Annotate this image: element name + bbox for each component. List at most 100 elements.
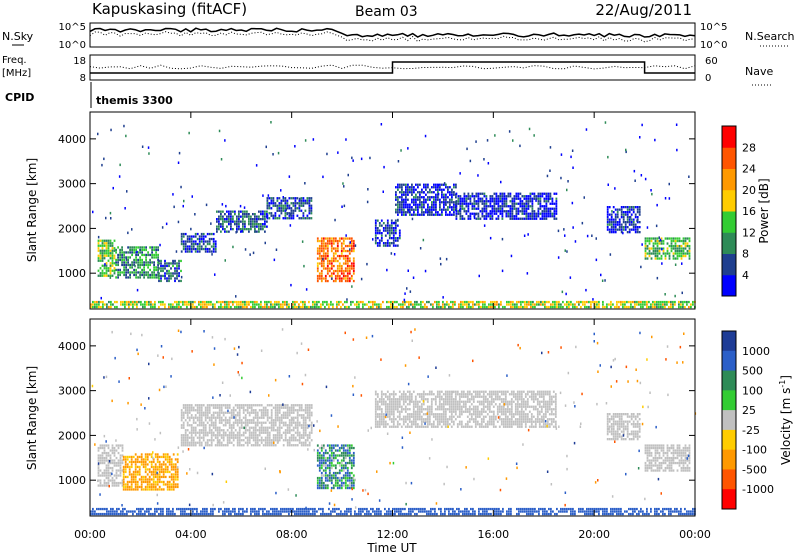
data-cell [158, 485, 161, 489]
data-cell [310, 426, 313, 429]
data-cell [164, 262, 166, 265]
data-cell [123, 268, 125, 272]
data-cell [346, 249, 349, 253]
data-cell [414, 413, 417, 416]
data-cell [467, 205, 470, 208]
data-cell [198, 414, 201, 417]
data-cell [184, 232, 187, 236]
data-cell [382, 400, 385, 403]
noise-point [508, 130, 511, 133]
data-cell [433, 191, 435, 194]
data-cell [242, 411, 245, 414]
data-cell [264, 225, 266, 228]
data-cell [484, 303, 486, 306]
data-cell [244, 421, 247, 424]
data-cell [340, 444, 343, 447]
data-cell [517, 212, 520, 215]
data-cell [132, 455, 135, 459]
noise-point [210, 222, 212, 225]
data-cell [334, 479, 337, 482]
data-cell [388, 398, 391, 401]
data-cell [350, 267, 353, 270]
noise-point [625, 148, 627, 152]
data-cell [519, 200, 522, 203]
data-cell [397, 206, 399, 209]
data-cell [539, 195, 542, 198]
data-cell [378, 400, 381, 403]
data-cell [480, 305, 482, 309]
data-cell [352, 461, 355, 465]
noise-point [294, 145, 296, 148]
data-cell [380, 232, 383, 235]
data-cell [131, 263, 133, 267]
noise-point [349, 248, 351, 251]
data-cell [495, 197, 498, 200]
data-cell [384, 408, 387, 411]
data-cell [104, 303, 106, 306]
noise-point [298, 197, 301, 201]
data-cell [549, 210, 552, 213]
data-cell [232, 303, 234, 306]
data-cell [396, 398, 399, 401]
data-cell [117, 444, 120, 447]
data-cell [539, 200, 542, 203]
data-cell [410, 395, 413, 398]
data-cell [202, 235, 205, 238]
data-cell [410, 398, 413, 401]
data-cell [134, 473, 137, 476]
data-cell [686, 300, 688, 304]
data-cell [320, 481, 323, 485]
data-cell [628, 228, 631, 231]
data-cell [523, 205, 526, 208]
data-cell [424, 425, 427, 428]
data-cell [154, 305, 156, 309]
data-cell [154, 485, 157, 489]
data-cell [192, 426, 195, 429]
data-cell [216, 436, 219, 439]
data-cell [340, 277, 343, 280]
data-cell [196, 404, 199, 407]
data-cell [216, 444, 219, 447]
data-cell [401, 193, 403, 196]
data-cell [634, 213, 637, 216]
data-cell [138, 478, 141, 481]
data-cell [388, 393, 391, 396]
data-cell [421, 208, 423, 211]
data-cell [153, 276, 155, 279]
data-cell [525, 207, 528, 210]
data-cell [296, 431, 299, 434]
data-cell [616, 223, 619, 226]
data-cell [336, 461, 339, 465]
data-cell [97, 446, 100, 450]
data-cell [90, 305, 92, 309]
data-cell [646, 252, 649, 255]
data-cell [145, 271, 147, 274]
data-cell [274, 421, 277, 424]
data-cell [648, 247, 651, 250]
noise-point [265, 145, 267, 149]
data-cell [105, 464, 108, 467]
data-cell [477, 200, 480, 203]
data-cell [397, 213, 399, 216]
data-cell [254, 431, 257, 434]
data-cell [198, 419, 201, 422]
data-cell [411, 191, 413, 194]
data-cell [451, 188, 453, 191]
data-cell [230, 416, 233, 419]
data-cell [286, 199, 289, 202]
data-cell [528, 303, 530, 306]
data-cell [431, 191, 433, 194]
data-cell [386, 403, 389, 406]
data-cell [202, 303, 204, 306]
data-cell [310, 431, 313, 434]
data-cell [145, 258, 147, 262]
data-cell [332, 279, 335, 283]
data-cell [141, 246, 143, 249]
data-cell [206, 232, 209, 236]
noise-point [526, 272, 529, 275]
data-cell [511, 200, 514, 203]
data-cell [264, 414, 267, 417]
data-cell [411, 213, 413, 216]
data-cell [412, 405, 415, 408]
data-cell [220, 409, 223, 412]
